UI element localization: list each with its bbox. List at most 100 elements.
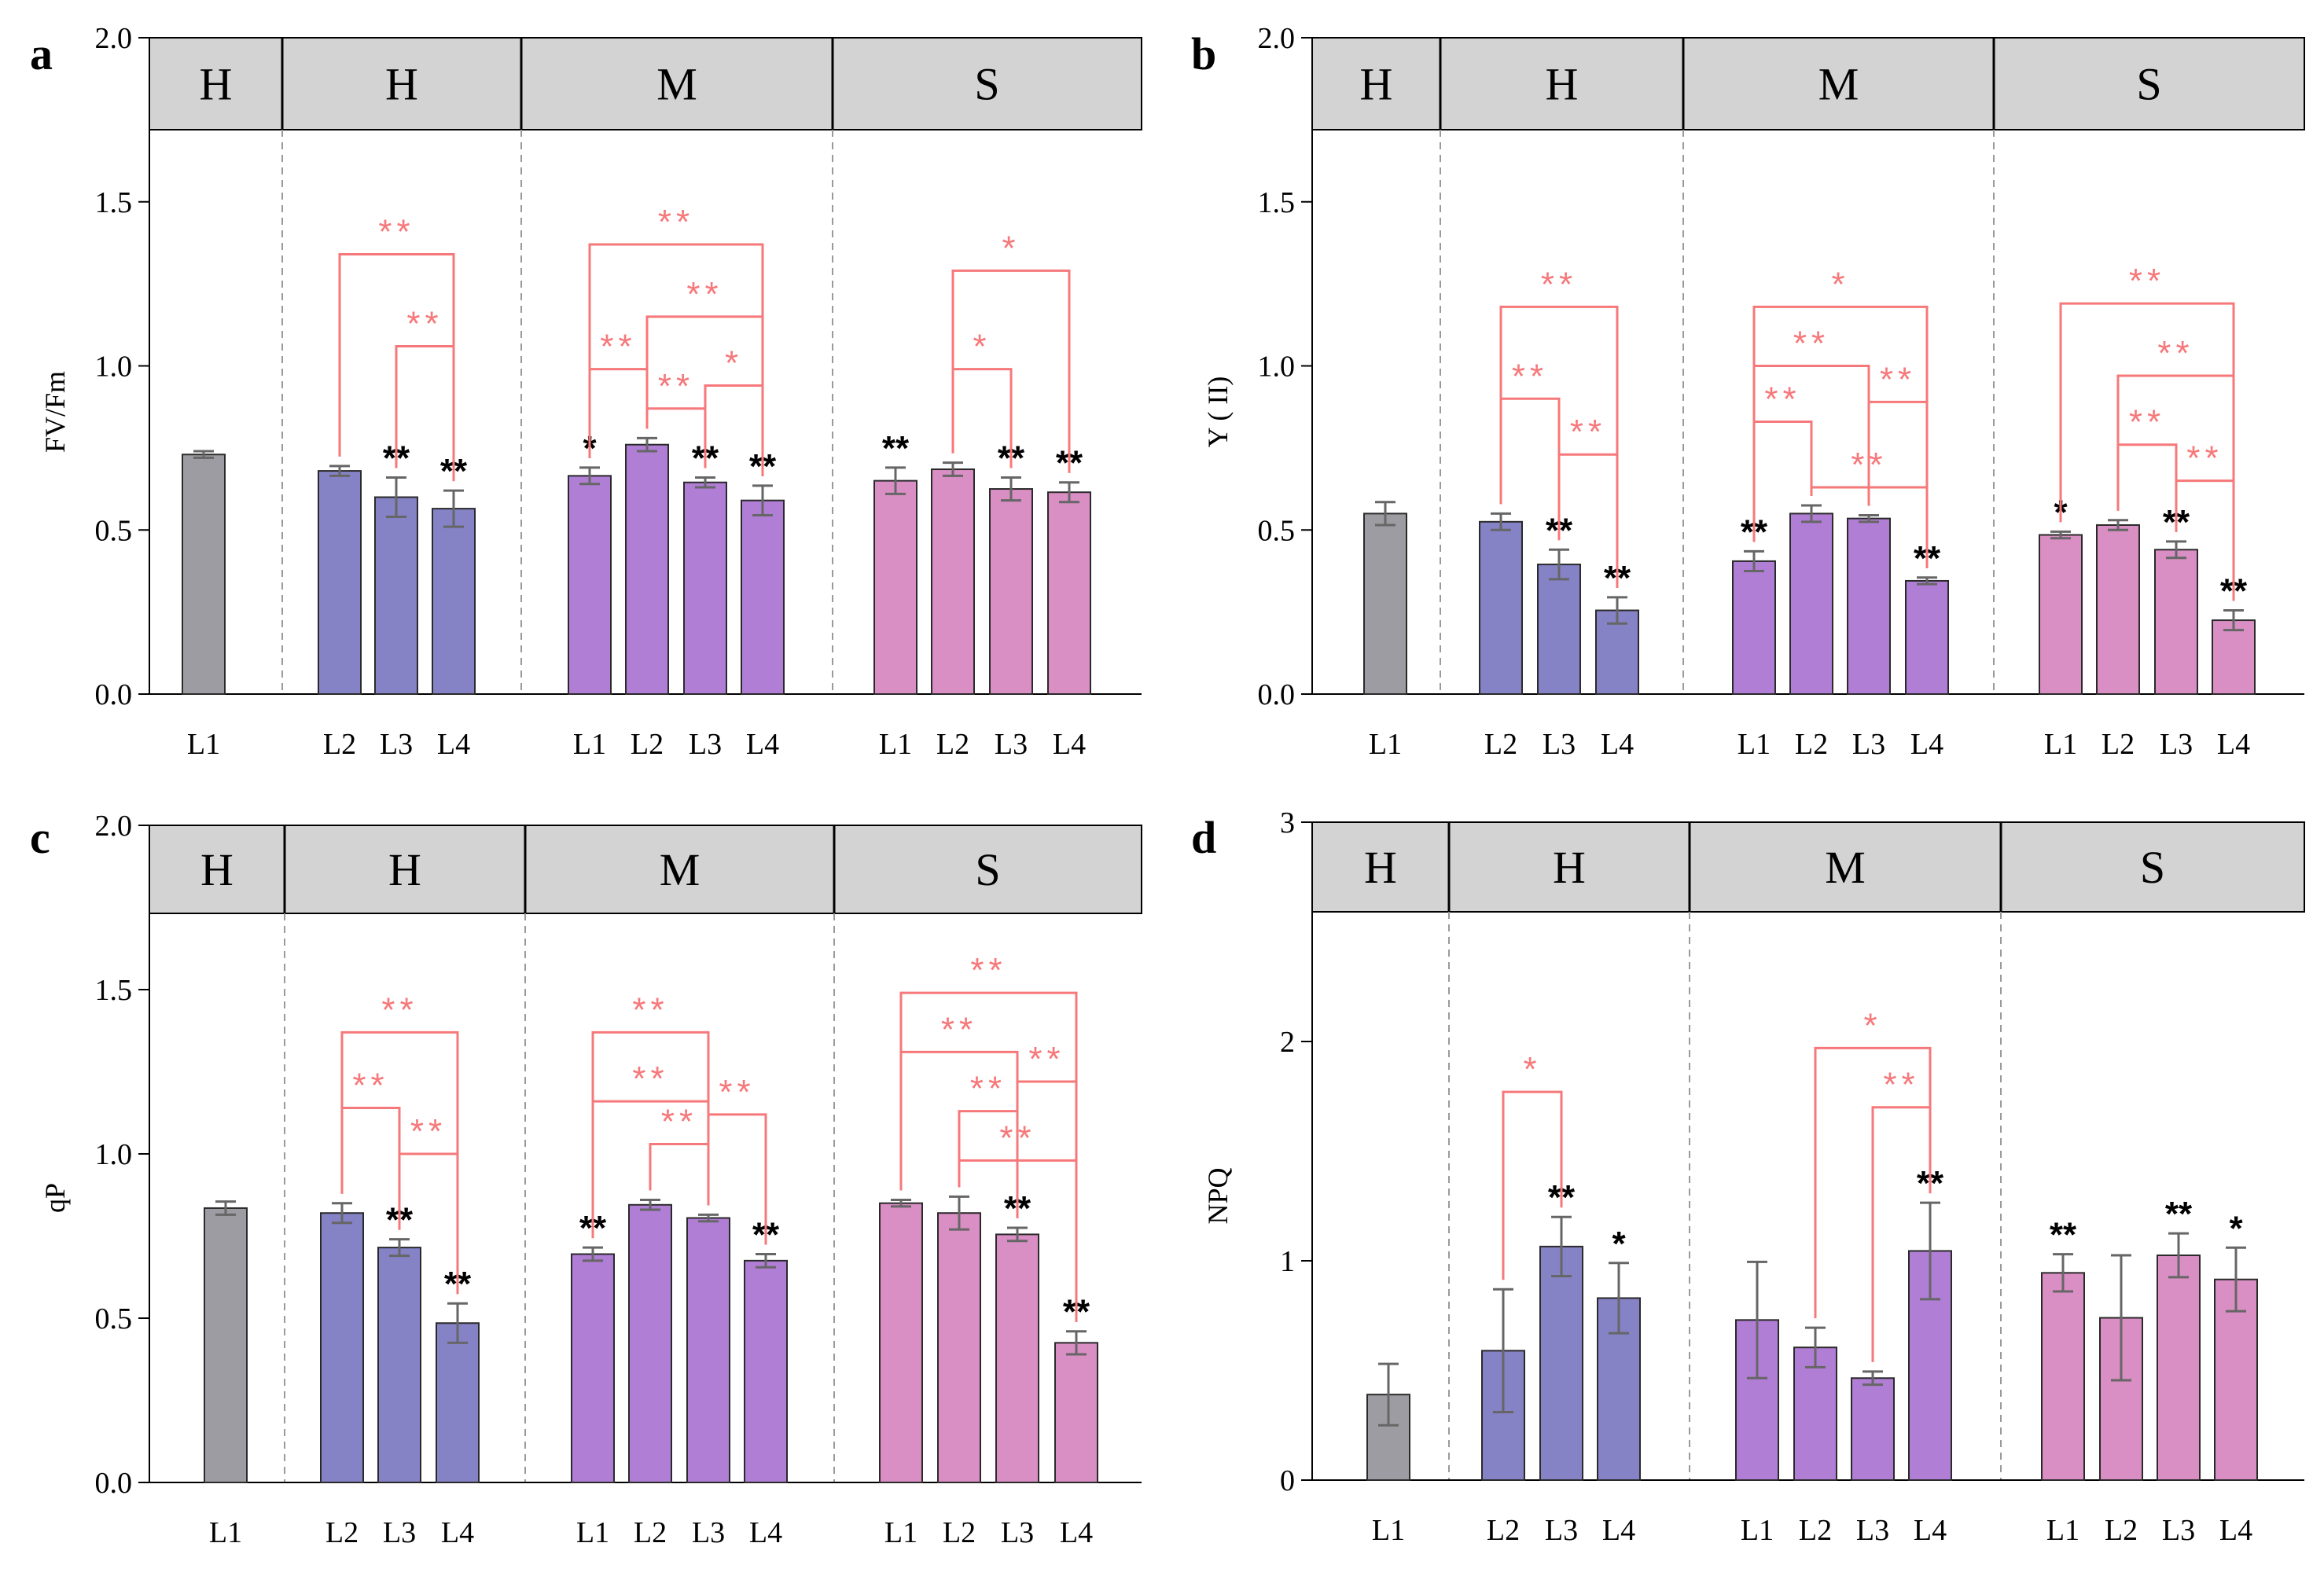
bracket-label: ** — [999, 1119, 1035, 1157]
bracket-label: ** — [661, 1102, 697, 1141]
bar — [1363, 512, 1407, 695]
group-header-S: S — [2136, 59, 2161, 110]
bracket-label: ** — [1028, 1040, 1065, 1078]
x-tick-label: L4 — [1602, 1514, 1635, 1547]
bar — [741, 499, 785, 695]
bar — [568, 475, 612, 695]
bar — [436, 1322, 480, 1484]
x-tick-label: L3 — [1001, 1516, 1034, 1549]
bracket-label: ** — [352, 1066, 388, 1104]
bracket-label: * — [1523, 1050, 1541, 1089]
y-tick-label: 2 — [1280, 1026, 1295, 1059]
y-tick-label: 3 — [1280, 806, 1295, 839]
group-header-band — [1311, 37, 2305, 130]
y-tick-label: 2.0 — [1258, 22, 1296, 55]
bar — [1537, 564, 1581, 696]
bracket-label: ** — [1764, 380, 1800, 418]
bar — [1847, 517, 1891, 696]
bar — [2096, 523, 2140, 695]
group-header-H: H — [1360, 59, 1393, 110]
bar — [686, 1217, 730, 1483]
significance-bracket — [398, 1152, 459, 1295]
x-tick-label: L1 — [1737, 728, 1771, 761]
bar — [2039, 534, 2083, 696]
x-tick-label: L4 — [1601, 728, 1634, 761]
x-tick-label: L2 — [1484, 728, 1517, 761]
y-tick-label: 0.0 — [95, 1467, 133, 1500]
y-tick-label: 0.5 — [95, 1302, 133, 1335]
bracket-label: ** — [1880, 360, 1916, 399]
bracket-label: ** — [941, 1010, 977, 1049]
bracket-label: ** — [970, 951, 1006, 990]
x-tick-label: L4 — [2219, 1514, 2252, 1547]
group-header-H: H — [200, 59, 233, 110]
panel-label: b — [1191, 28, 1216, 79]
bracket-label: ** — [1793, 325, 1829, 363]
x-tick-label: L1 — [2044, 728, 2077, 761]
bracket-label: ** — [381, 990, 417, 1029]
group-header-S: S — [2140, 842, 2165, 893]
y-axis-label: qP — [39, 1183, 71, 1213]
bar — [204, 1207, 248, 1483]
bar — [432, 508, 476, 695]
bar — [1479, 520, 1523, 695]
group-header-M: M — [656, 59, 697, 110]
x-tick-label: L3 — [383, 1516, 416, 1549]
bar — [2157, 1255, 2201, 1482]
group-header-H: H — [200, 844, 234, 895]
bracket-label: * — [973, 328, 991, 366]
x-tick-label: L4 — [441, 1516, 474, 1549]
x-tick-label: L4 — [1914, 1514, 1947, 1547]
significance-bracket — [1871, 1106, 1932, 1362]
x-tick-label: L2 — [323, 728, 356, 761]
panel-label: c — [30, 812, 50, 863]
bar — [1905, 579, 1949, 696]
y-axis-label: NPQ — [1202, 1167, 1234, 1224]
panel-label: d — [1191, 812, 1216, 863]
bracket-label: ** — [1851, 446, 1887, 484]
y-axis-label: Y ( II) — [1202, 377, 1234, 448]
bar — [2041, 1272, 2085, 1481]
y-tick-label: 1.5 — [95, 974, 133, 1007]
group-header-H: H — [1364, 842, 1397, 893]
x-tick-label: L2 — [936, 728, 969, 761]
x-tick-label: L4 — [2217, 728, 2250, 761]
x-tick-label: L1 — [884, 1516, 917, 1549]
group-header-H: H — [385, 59, 418, 110]
bar — [1851, 1377, 1895, 1482]
significance-bracket — [951, 269, 1071, 473]
x-tick-label: L3 — [2162, 1514, 2195, 1547]
y-tick-label: 1.0 — [95, 351, 133, 384]
significance-bracket — [649, 1142, 710, 1206]
group-header-band — [149, 37, 1142, 130]
bar — [989, 488, 1033, 695]
bar — [1597, 1297, 1641, 1482]
x-tick-label: L1 — [2046, 1514, 2079, 1547]
bar — [2212, 619, 2256, 695]
bar — [625, 443, 669, 695]
group-header-M: M — [660, 844, 701, 895]
significance-mark: * — [2229, 1209, 2243, 1247]
bar — [931, 468, 975, 695]
significance-bracket — [395, 344, 455, 482]
x-tick-label: L2 — [943, 1516, 976, 1549]
bracket-label: ** — [410, 1112, 447, 1151]
significance-mark: ** — [2050, 1216, 2077, 1255]
x-tick-label: L2 — [1799, 1514, 1832, 1547]
bracket-label: ** — [658, 367, 694, 406]
bracket-label: * — [1831, 265, 1849, 303]
y-tick-label: 0.0 — [1258, 678, 1296, 711]
x-tick-label: L3 — [2160, 728, 2193, 761]
bracket-label: ** — [719, 1073, 755, 1111]
significance-mark: * — [1612, 1225, 1626, 1263]
x-tick-label: L1 — [879, 728, 912, 761]
bar — [1047, 491, 1091, 695]
bracket-label: ** — [970, 1070, 1006, 1108]
x-tick-label: L3 — [1543, 728, 1576, 761]
y-tick-label: 2.0 — [95, 22, 133, 55]
panel-label: a — [30, 28, 53, 79]
panel-c: c H H M S 0.0 0.5 1.0 1.5 2.0 qP L1 L2 L3 ** L4 ** L1 ** L2… — [30, 810, 1142, 1549]
x-tick-label: L4 — [749, 1516, 782, 1549]
